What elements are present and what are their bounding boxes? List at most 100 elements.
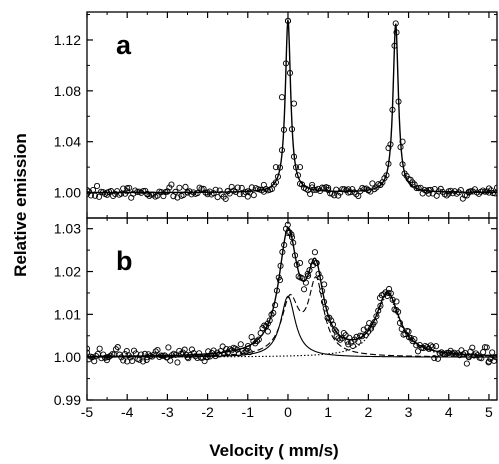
data-point: [96, 193, 103, 200]
data-point: [389, 106, 396, 113]
data-point: [87, 345, 91, 352]
data-point: [344, 338, 351, 345]
fit-curve: [87, 19, 497, 194]
data-point: [136, 356, 143, 363]
data-point: [460, 351, 467, 358]
data-point: [284, 17, 292, 24]
data-point: [107, 352, 114, 359]
data-point: [302, 279, 309, 286]
data-point: [317, 187, 324, 195]
data-point: [325, 184, 332, 192]
data-point: [92, 353, 100, 360]
data-point: [174, 359, 181, 366]
data-point: [429, 343, 436, 350]
data-point: [492, 354, 497, 361]
data-point: [280, 126, 288, 133]
data-point: [475, 190, 482, 197]
plot-area: [87, 17, 497, 202]
data-point: [290, 239, 297, 246]
data-point: [433, 343, 440, 350]
data-point: [185, 355, 192, 362]
data-point: [140, 358, 147, 365]
data-point: [409, 337, 416, 345]
data-point: [214, 349, 221, 356]
data-point: [307, 190, 314, 198]
data-point: [489, 349, 496, 356]
data-point: [427, 186, 434, 193]
data-point: [164, 188, 171, 195]
data-point: [152, 348, 159, 355]
data-point: [224, 188, 231, 195]
data-point: [465, 354, 472, 361]
data-point: [294, 172, 302, 179]
data-point: [184, 189, 191, 196]
data-point: [284, 229, 292, 237]
data-point: [284, 221, 291, 228]
data-point: [188, 191, 195, 198]
data-point: [130, 190, 137, 197]
data-point: [409, 179, 416, 186]
y-tick-label: 1.03: [54, 221, 81, 237]
y-tick-label: 1.00: [54, 185, 81, 201]
data-point: [306, 267, 313, 274]
data-point: [345, 341, 352, 348]
data-point: [210, 190, 217, 197]
data-point: [442, 351, 449, 358]
data-point: [325, 186, 332, 194]
data-point: [311, 186, 318, 193]
data-point: [279, 248, 286, 256]
data-point: [204, 354, 211, 361]
data-point: [194, 190, 201, 197]
data-point: [282, 60, 290, 67]
data-point: [288, 231, 295, 238]
data-point: [398, 325, 405, 332]
y-tick-label: 0.99: [54, 392, 81, 408]
component-curve-dashed: [87, 276, 497, 358]
data-point: [165, 344, 172, 351]
data-point: [172, 188, 179, 195]
x-tick-label: 0: [284, 404, 292, 420]
data-point: [485, 358, 493, 365]
x-tick-label: 2: [364, 404, 372, 420]
data-point: [174, 194, 181, 201]
data-point: [154, 346, 161, 354]
data-point: [445, 188, 452, 195]
data-point: [290, 153, 298, 160]
y-tick-label: 1.12: [54, 32, 81, 48]
data-point: [393, 29, 400, 36]
data-point: [321, 281, 328, 288]
data-point: [176, 347, 183, 354]
data-point: [355, 338, 362, 345]
data-point: [140, 187, 147, 195]
x-axis-title: Velocity ( mm/s): [209, 441, 338, 460]
component-curve-dotted: [87, 294, 497, 358]
data-point: [493, 184, 497, 191]
data-point: [246, 349, 253, 356]
data-point: [425, 186, 432, 194]
data-point: [104, 189, 111, 196]
x-tick-label: -5: [81, 404, 94, 420]
data-point: [224, 349, 231, 356]
data-point: [94, 182, 101, 190]
data-point: [339, 186, 346, 193]
data-point: [329, 321, 337, 328]
data-point: [264, 328, 271, 335]
data-point: [87, 190, 91, 197]
data-point: [248, 184, 255, 191]
data-point: [278, 147, 286, 154]
y-tick-label: 1.00: [54, 349, 81, 365]
data-point: [411, 336, 418, 343]
data-point: [383, 172, 390, 179]
data-point: [322, 305, 329, 312]
data-point: [403, 172, 410, 179]
data-point: [268, 311, 275, 318]
data-point: [385, 160, 392, 167]
data-point: [201, 357, 208, 365]
data-point: [313, 259, 320, 267]
data-point: [138, 351, 145, 358]
data-point: [371, 318, 378, 326]
data-point: [184, 354, 191, 361]
data-point: [182, 183, 189, 190]
data-point: [292, 164, 300, 171]
data-point: [301, 286, 308, 293]
